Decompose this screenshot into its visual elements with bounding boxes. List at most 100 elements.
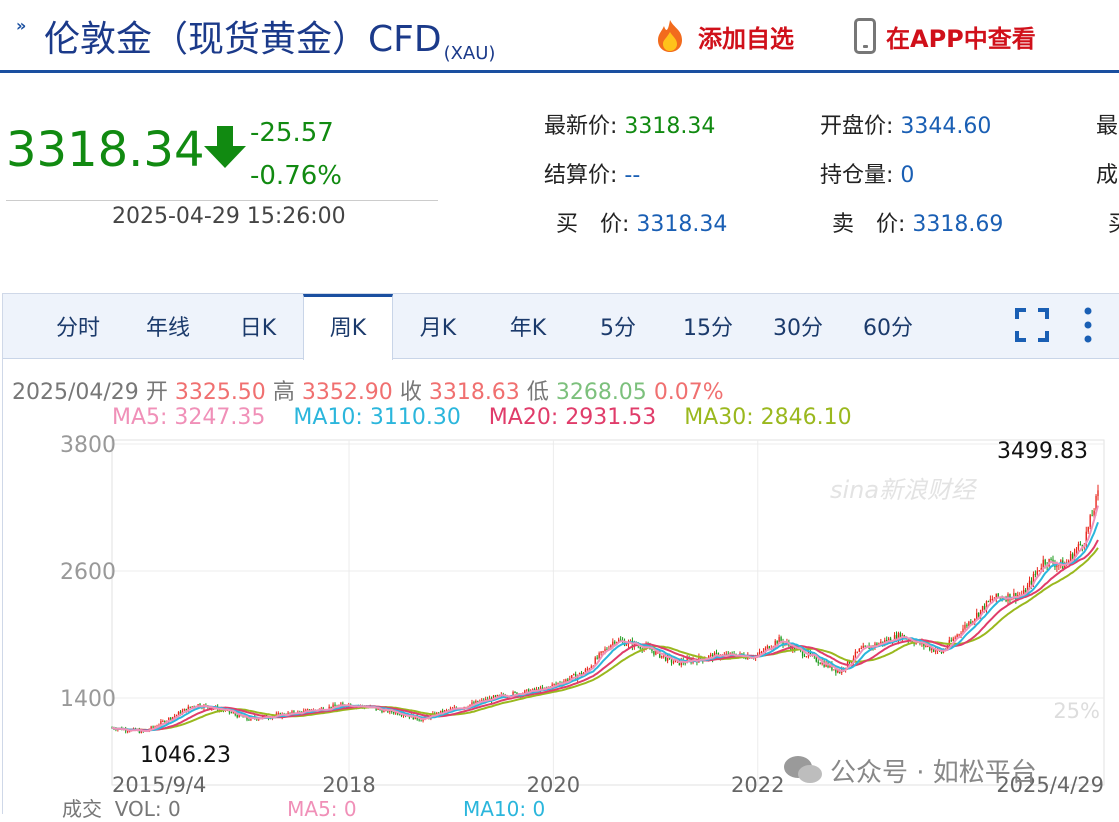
tab-5min[interactable]: 5分	[600, 316, 636, 341]
candle-body	[291, 711, 293, 714]
candle-body	[639, 646, 641, 649]
candle-body	[821, 661, 823, 665]
candle-body	[1069, 554, 1072, 561]
settle-price-row: 结算价: --	[544, 157, 640, 189]
candle-body	[481, 699, 483, 702]
add-watchlist-button[interactable]: 添加自选	[652, 18, 794, 54]
candle-body	[612, 641, 614, 645]
candle-body	[684, 662, 686, 664]
candle-body	[342, 703, 344, 705]
bid-label: 买 价:	[556, 212, 630, 237]
ma5-legend: MA5: 3247.35	[112, 405, 266, 430]
menu-chevron-icon[interactable]: »	[16, 16, 27, 35]
candle-body	[246, 716, 248, 720]
candle-body	[766, 646, 769, 649]
candle-body	[768, 646, 771, 650]
candle-body	[524, 690, 526, 694]
candle-body	[185, 708, 188, 712]
candle-body	[238, 713, 240, 718]
candle-body	[541, 687, 544, 689]
candle-body	[927, 645, 929, 647]
candle-body	[578, 672, 581, 676]
candle-body	[925, 645, 927, 647]
candle-body	[780, 637, 782, 642]
tab-intraday[interactable]: 分时	[55, 316, 100, 341]
candle-body	[126, 731, 129, 733]
fullscreen-icon[interactable]	[1015, 308, 1049, 342]
tab-60min[interactable]: 60分	[863, 316, 913, 341]
candle-body	[191, 706, 193, 708]
candle-body	[402, 715, 405, 717]
vol-ma10: MA10: 0	[462, 797, 546, 821]
latest-value: 3318.34	[624, 114, 716, 139]
candle-body	[1056, 565, 1058, 568]
ma-legend: MA5: 3247.35 MA10: 3110.30 MA20: 2931.53…	[112, 405, 852, 430]
candle-body	[1028, 580, 1031, 586]
candle-body	[985, 601, 988, 611]
candle-body	[817, 661, 819, 664]
candle-body	[801, 649, 804, 656]
ma20-line	[111, 539, 1099, 731]
tab-weekly-k[interactable]: 周K	[303, 294, 393, 360]
candle-body	[1081, 545, 1084, 547]
x-tick-label: 2025/4/29	[996, 773, 1104, 797]
candle-body	[398, 714, 401, 716]
kline-chart[interactable]: 3800 2600 1400 2015/9/4 2018 2020 2022 2025/4/2…	[0, 430, 1119, 813]
tab-30min[interactable]: 30分	[773, 316, 823, 341]
candle-body	[672, 662, 675, 664]
candle-body	[819, 663, 821, 665]
candle-body	[856, 651, 859, 653]
candle-body	[170, 717, 172, 721]
candle-body	[477, 700, 479, 703]
candle-body	[852, 658, 855, 662]
open-interest-row: 持仓量: 0	[820, 157, 914, 189]
candle-body	[598, 653, 600, 659]
min-price-label: 1046.23	[140, 743, 231, 768]
candle-body	[584, 669, 587, 673]
high-label: 高	[272, 380, 295, 405]
candle-body	[590, 666, 592, 669]
candle-body	[596, 657, 598, 659]
col3-row2: 成	[1096, 157, 1118, 189]
candle-body	[616, 642, 618, 644]
candle-body	[962, 628, 964, 634]
candle-body	[183, 708, 186, 711]
candle-body	[473, 702, 475, 704]
candle-body	[1091, 515, 1093, 517]
view-in-app-button[interactable]: 在APP中查看	[854, 18, 1036, 54]
candle-body	[976, 612, 978, 619]
ohlc-close: 3318.63	[428, 380, 520, 405]
tab-monthly-k[interactable]: 月K	[419, 316, 457, 341]
candle-body	[600, 651, 602, 654]
candle-body	[610, 644, 612, 649]
candle-body	[1064, 564, 1066, 569]
candle-body	[664, 655, 667, 661]
candle-body	[618, 639, 620, 643]
candle-body	[168, 717, 170, 722]
tab-year-line[interactable]: 年线	[145, 316, 190, 341]
candle-body	[555, 683, 557, 685]
candle-body	[400, 714, 403, 716]
candle-body	[177, 711, 180, 715]
candle-body	[952, 638, 954, 641]
candle-body	[1013, 593, 1015, 599]
candle-body	[966, 624, 968, 627]
candle-body	[445, 710, 448, 712]
candle-body	[1036, 570, 1039, 575]
candle-body	[1005, 598, 1007, 602]
tab-15min[interactable]: 15分	[683, 316, 733, 341]
candle-body	[805, 656, 808, 658]
candle-body	[514, 692, 516, 694]
y-tick-label: 3800	[60, 433, 116, 458]
open-label: 开盘价:	[820, 114, 894, 139]
candle-body	[666, 655, 669, 661]
candle-body	[1085, 531, 1087, 545]
tab-daily-k[interactable]: 日K	[239, 316, 277, 341]
price-change: -25.57 -0.76%	[250, 112, 342, 198]
candle-body	[862, 645, 864, 648]
candle-body	[782, 641, 784, 645]
close-label: 收	[399, 380, 422, 405]
more-options-icon[interactable]	[1081, 306, 1095, 344]
candle-body	[815, 655, 817, 662]
tab-yearly-k[interactable]: 年K	[509, 316, 547, 341]
